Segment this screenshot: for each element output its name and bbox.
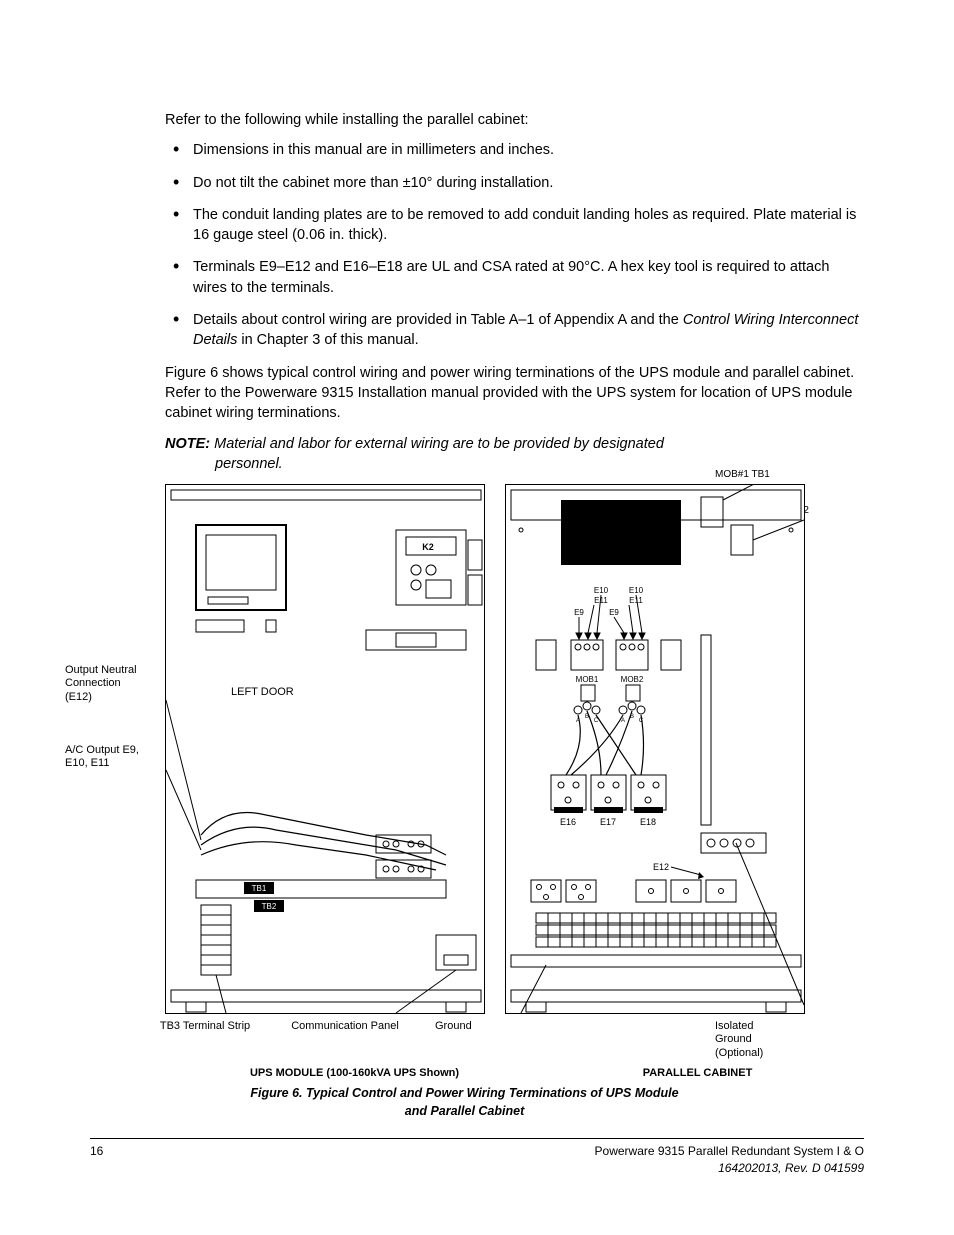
svg-text:LEFT DOOR: LEFT DOOR: [231, 686, 294, 698]
bullet-list: Dimensions in this manual are in millime…: [165, 140, 864, 350]
parallel-cabinet-diagram: E10 E10 E11 E11 E9 E9: [505, 484, 805, 1014]
svg-text:E10: E10: [629, 586, 644, 595]
callout-tb3: TB3 Terminal Strip: [155, 1020, 255, 1060]
svg-text:TB1: TB1: [252, 884, 267, 893]
label-mob1-tb1: MOB#1 TB1: [715, 468, 770, 482]
callout-iso-ground: Isolated Ground (Optional): [715, 1020, 785, 1060]
svg-text:E11: E11: [594, 596, 608, 605]
svg-text:E9: E9: [574, 608, 584, 617]
svg-text:E9: E9: [609, 608, 619, 617]
sublabel-par: PARALLEL CABINET: [548, 1066, 848, 1081]
svg-text:E18: E18: [640, 817, 656, 827]
page-footer: 16 Powerware 9315 Parallel Redundant Sys…: [90, 1138, 864, 1177]
italic-ref: Control Wiring Interconnect Details: [193, 312, 858, 348]
svg-text:MOB2: MOB2: [621, 675, 644, 684]
label-ac-output: A/C Output E9, E10, E11: [65, 744, 145, 770]
figure-6: Output Neutral Connection (E12) A/C Outp…: [65, 484, 864, 1081]
svg-text:MOB1: MOB1: [576, 675, 599, 684]
bullet-item: Details about control wiring are provide…: [165, 310, 864, 351]
bullet-item: Do not tilt the cabinet more than ±10° d…: [165, 173, 864, 193]
bullet-item: Dimensions in this manual are in millime…: [165, 140, 864, 160]
bullet-item: The conduit landing plates are to be rem…: [165, 205, 864, 246]
label-output-neutral: Output Neutral Connection (E12): [65, 664, 145, 704]
svg-text:TB2: TB2: [262, 902, 277, 911]
svg-text:E16: E16: [560, 817, 576, 827]
intro-paragraph: Refer to the following while installing …: [165, 110, 864, 130]
bullet-item: Terminals E9–E12 and E16–E18 are UL and …: [165, 257, 864, 298]
callout-comm: Communication Panel: [265, 1020, 425, 1060]
svg-text:E12: E12: [653, 862, 669, 872]
svg-text:E17: E17: [600, 817, 616, 827]
footer-title: Powerware 9315 Parallel Redundant System…: [595, 1143, 864, 1160]
page-number: 16: [90, 1143, 103, 1177]
svg-text:A: A: [621, 718, 625, 724]
figure-ref-paragraph: Figure 6 shows typical control wiring an…: [165, 363, 864, 424]
sublabel-ups: UPS MODULE (100-160kVA UPS Shown): [195, 1066, 515, 1081]
footer-rev: 164202013, Rev. D 041599: [595, 1160, 864, 1177]
note-label: NOTE:: [165, 436, 210, 452]
note-text: Material and labor for external wiring a…: [214, 436, 664, 452]
svg-text:K2: K2: [422, 542, 434, 552]
svg-text:E10: E10: [594, 586, 609, 595]
ups-module-diagram: K2 LEFT DOOR: [165, 484, 485, 1014]
figure-caption: Figure 6. Typical Control and Power Wiri…: [65, 1085, 864, 1120]
callout-ground: Ground: [435, 1020, 515, 1060]
